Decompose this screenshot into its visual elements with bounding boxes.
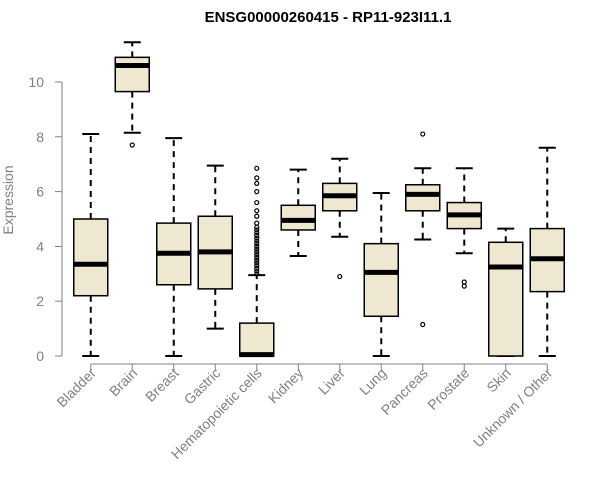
outlier-point — [254, 180, 260, 186]
outlier-point — [461, 279, 467, 285]
outlier-point — [254, 208, 260, 214]
y-tick-label: 6 — [36, 184, 44, 200]
outlier-point — [254, 235, 260, 241]
outlier-point — [254, 254, 260, 260]
box-breast — [156, 137, 192, 357]
x-tick-label: Bladder — [53, 365, 99, 411]
outlier-point — [129, 142, 135, 148]
outlier-point — [254, 246, 260, 252]
y-axis-label: Expression — [0, 165, 16, 234]
x-tick-label: Prostate — [424, 365, 472, 413]
outlier-point — [254, 257, 260, 263]
outlier-point — [420, 321, 426, 328]
outlier-point — [254, 249, 260, 255]
outlier-point — [254, 224, 260, 230]
outlier-point — [254, 230, 260, 236]
box-hematopoietic-cells — [239, 165, 275, 358]
x-tick-label: Kidney — [265, 365, 307, 407]
box-gastric — [197, 164, 233, 330]
outlier-point — [254, 199, 260, 206]
box-iqr — [488, 241, 524, 357]
x-tick-label: Brain — [106, 365, 140, 399]
x-tick-label: Liver — [315, 365, 348, 398]
outlier-point — [461, 283, 467, 289]
y-tick-label: 4 — [36, 238, 44, 254]
box-pancreas — [405, 131, 441, 328]
outlier-point — [254, 175, 260, 181]
box-iqr — [73, 218, 109, 297]
outlier-point — [337, 273, 343, 280]
outlier-point — [254, 260, 260, 266]
y-tick-label: 10 — [28, 74, 44, 90]
box-liver — [322, 157, 358, 280]
outlier-point — [254, 265, 260, 271]
outlier-point — [254, 227, 260, 233]
box-lung — [363, 191, 399, 357]
chart-title: ENSG00000260415 - RP11-923I11.1 — [205, 9, 452, 26]
outlier-point — [254, 271, 260, 277]
outlier-point — [254, 238, 260, 244]
outlier-point — [254, 189, 260, 195]
box-bladder — [73, 133, 109, 357]
x-tick-label: Breast — [142, 365, 182, 405]
outlier-point — [254, 213, 260, 219]
y-tick-label: 0 — [36, 348, 44, 364]
outlier-point — [254, 252, 260, 258]
x-tick-label: Unknown / Other — [470, 365, 556, 451]
outlier-point — [254, 243, 260, 249]
box-skin — [488, 227, 524, 357]
y-axis: 0 2 4 6 8 10 — [28, 74, 63, 364]
box-brain — [114, 41, 150, 148]
outlier-point — [254, 268, 260, 274]
box-iqr — [114, 56, 150, 93]
box-iqr — [280, 204, 316, 231]
box-unknown-other — [529, 146, 565, 357]
outlier-point — [254, 232, 260, 239]
box-iqr — [405, 184, 441, 212]
box-iqr — [239, 322, 275, 357]
outlier-point — [254, 262, 260, 269]
outlier-point — [254, 241, 260, 247]
x-tick-label: Skin — [483, 365, 514, 396]
box-kidney — [280, 168, 316, 257]
y-tick-label: 8 — [36, 129, 44, 145]
box-prostate — [446, 167, 482, 289]
outlier-point — [254, 165, 260, 171]
outlier-point — [254, 220, 260, 226]
box-iqr — [363, 242, 399, 318]
box-group — [73, 41, 565, 358]
x-tick-label: Lung — [356, 365, 389, 398]
y-tick-label: 2 — [36, 293, 44, 309]
outlier-point — [420, 131, 426, 137]
